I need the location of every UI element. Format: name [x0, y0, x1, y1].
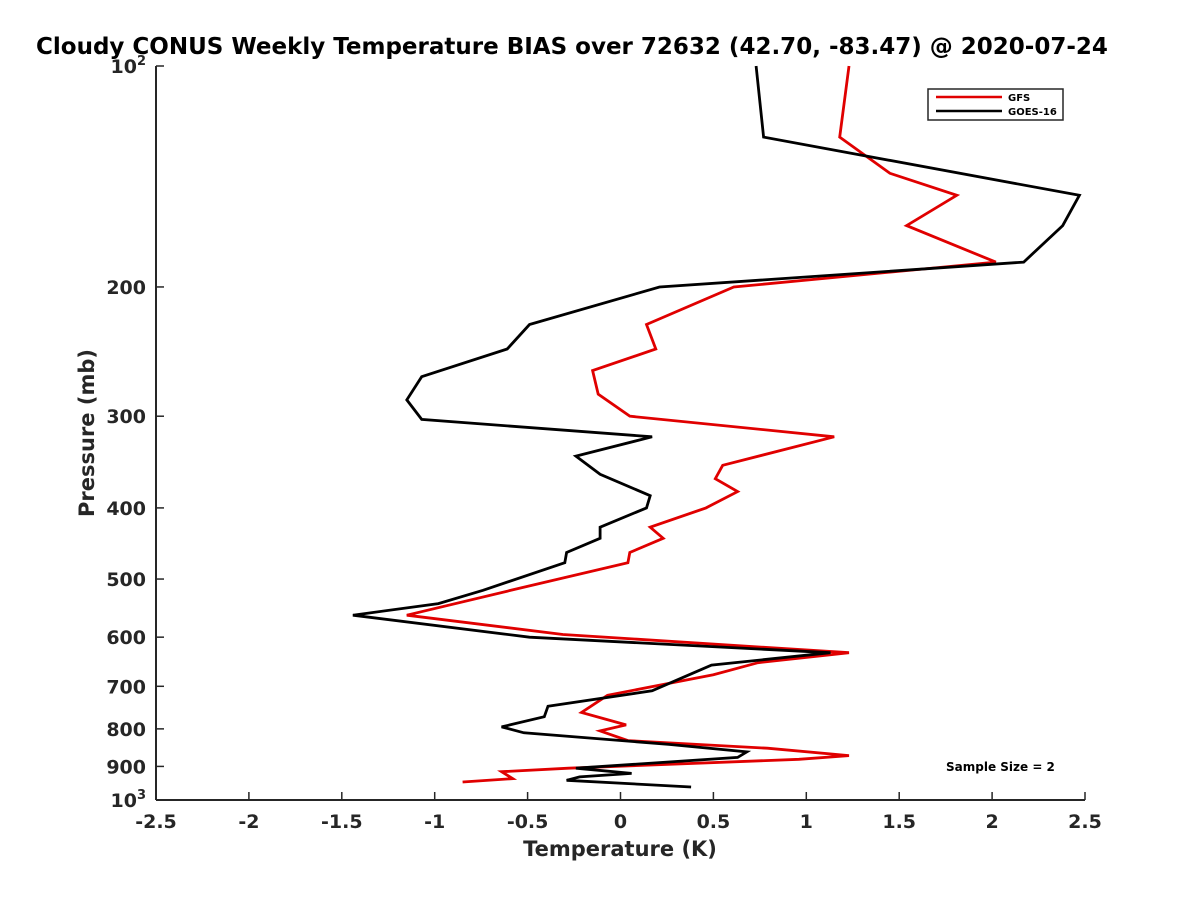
y-tick-label: 800 — [106, 719, 146, 741]
plot-area: -2.5 -2 -1.5 -1 -0.5 0 0.5 1 1.5 2 2.5 10220030040… — [106, 54, 1102, 833]
y-tick-base: 900 — [106, 756, 146, 778]
y-axis-title: Pressure (mb) — [75, 349, 99, 517]
x-tick-label: -2.5 — [135, 811, 177, 833]
y-tick-base: 800 — [106, 719, 146, 741]
x-tick-label: 2 — [985, 811, 998, 833]
y-tick-base: 10 — [111, 56, 137, 78]
y-tick-label: 900 — [106, 756, 146, 778]
legend-label-goes16: GOES-16 — [1008, 107, 1057, 118]
y-tick-label: 103 — [111, 788, 147, 812]
x-tick-label: 0 — [614, 811, 627, 833]
chart-title: Cloudy CONUS Weekly Temperature BIAS ove… — [36, 34, 1108, 60]
x-tick-label: -0.5 — [507, 811, 549, 833]
y-tick-base: 200 — [106, 277, 146, 299]
y-tick-exponent: 2 — [137, 54, 146, 69]
series-line-goes16 — [352, 65, 1082, 789]
y-tick-label: 102 — [111, 54, 147, 78]
y-tick-label: 300 — [106, 406, 146, 428]
x-tick-label: -1 — [424, 811, 445, 833]
x-ticks: -2.5 -2 -1.5 -1 -0.5 0 0.5 1 1.5 2 2.5 — [135, 792, 1102, 833]
sample-size-annotation: Sample Size = 2 — [946, 760, 1055, 774]
legend-box — [927, 88, 1064, 121]
y-tick-base: 10 — [111, 790, 137, 812]
series-layer — [352, 65, 1082, 789]
y-tick-label: 200 — [106, 277, 146, 299]
y-tick-label: 500 — [106, 569, 146, 591]
x-tick-label: 1 — [800, 811, 813, 833]
x-tick-label: 1.5 — [882, 811, 916, 833]
y-tick-label: 600 — [106, 627, 146, 649]
x-tick-label: -1.5 — [321, 811, 363, 833]
y-tick-base: 400 — [106, 498, 146, 520]
legend-label-gfs: GFS — [1008, 93, 1030, 104]
series-line-gfs — [406, 65, 997, 784]
legend: GFS GOES-16 — [927, 88, 1064, 121]
y-tick-label: 400 — [106, 498, 146, 520]
x-axis-title: Temperature (K) — [523, 837, 717, 861]
x-tick-label: 0.5 — [697, 811, 731, 833]
x-tick-label: 2.5 — [1068, 811, 1102, 833]
x-tick-label: -2 — [238, 811, 259, 833]
y-tick-exponent: 3 — [137, 788, 146, 803]
y-tick-base: 600 — [106, 627, 146, 649]
y-tick-base: 500 — [106, 569, 146, 591]
y-tick-base: 300 — [106, 406, 146, 428]
y-tick-label: 700 — [106, 676, 146, 698]
y-tick-base: 700 — [106, 676, 146, 698]
